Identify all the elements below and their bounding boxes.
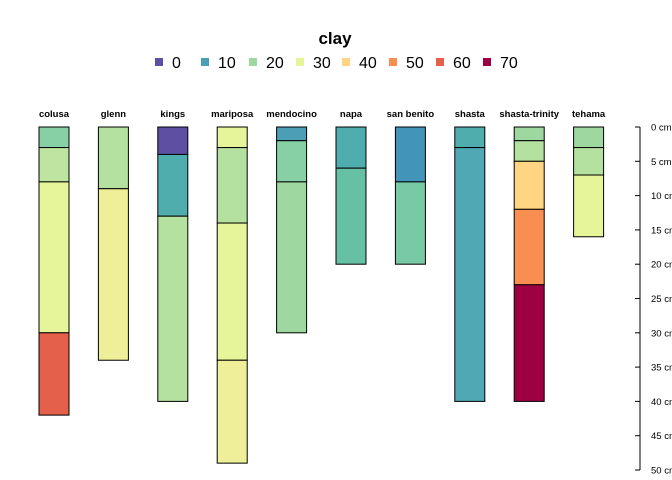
horizon — [157, 126, 189, 155]
horizon — [513, 284, 545, 402]
profile-shasta-trinity: shasta-trinity — [499, 109, 560, 402]
depth-tick-label: 10 cm — [651, 191, 672, 202]
depth-tick-label: 20 cm — [651, 260, 672, 271]
horizon — [573, 174, 605, 238]
legend-swatch — [342, 58, 350, 66]
horizon — [394, 181, 426, 265]
legend-swatch — [483, 58, 491, 66]
legend-swatch — [436, 58, 444, 66]
depth-tick-label: 15 cm — [651, 225, 672, 236]
depth-tick-label: 5 cm — [651, 157, 672, 168]
profile-san-benito: san benito — [387, 109, 435, 265]
legend-swatch — [201, 58, 209, 66]
legend-label: 0 — [172, 55, 181, 72]
horizon — [276, 126, 308, 142]
horizon — [513, 160, 545, 210]
horizon — [454, 126, 486, 149]
horizon — [38, 181, 70, 334]
legend-label: 20 — [266, 55, 284, 72]
legend: 0 10 20 30 40 50 60 70 — [155, 55, 518, 72]
horizon — [97, 188, 129, 361]
depth-axis: 0 cm 5 cm 10 cm 15 cm 20 cm 25 cm 30 cm 35 cm 40… — [635, 123, 672, 477]
profile-napa: napa — [335, 109, 367, 265]
depth-tick-label: 35 cm — [651, 363, 672, 374]
profile-colusa: colusa — [38, 109, 70, 416]
horizon — [513, 126, 545, 142]
horizon — [38, 332, 70, 416]
profile-label: shasta-trinity — [499, 109, 559, 120]
profile-label: kings — [160, 109, 185, 120]
depth-tick-label: 0 cm — [651, 123, 672, 134]
profile-label: shasta — [455, 109, 486, 120]
legend-swatch — [249, 58, 257, 66]
horizon — [38, 147, 70, 183]
horizon — [97, 126, 129, 190]
depth-tick-label: 25 cm — [651, 294, 672, 305]
profile-mariposa: mariposa — [211, 109, 254, 464]
profile-label: san benito — [387, 109, 435, 120]
legend-swatch — [296, 58, 304, 66]
horizon — [38, 126, 70, 149]
profile-label: mariposa — [211, 109, 254, 120]
horizon — [454, 147, 486, 402]
profile-label: colusa — [39, 109, 70, 120]
legend-label: 10 — [218, 55, 236, 72]
profile-kings: kings — [157, 109, 189, 402]
horizon — [216, 126, 248, 149]
profile-label: glenn — [101, 109, 127, 120]
horizon — [573, 126, 605, 149]
profile-label: tehama — [572, 109, 606, 120]
legend-swatch — [389, 58, 397, 66]
horizon — [394, 126, 426, 183]
horizon — [276, 181, 308, 334]
profile-shasta: shasta — [454, 109, 486, 402]
horizon — [216, 222, 248, 361]
profiles: colusa glenn kings mariposa mendocino napa san… — [38, 109, 606, 464]
legend-label: 50 — [406, 55, 424, 72]
depth-tick-label: 45 cm — [651, 431, 672, 442]
depth-tick-label: 40 cm — [651, 397, 672, 408]
horizon — [276, 140, 308, 183]
horizon — [335, 126, 367, 169]
horizon — [513, 140, 545, 162]
chart-title: clay — [318, 29, 352, 48]
profile-mendocino: mendocino — [266, 109, 317, 334]
depth-tick-label: 50 cm — [651, 466, 672, 477]
profile-glenn: glenn — [97, 109, 129, 361]
horizon — [573, 147, 605, 176]
horizon — [157, 153, 189, 217]
legend-label: 60 — [453, 55, 471, 72]
legend-label: 30 — [313, 55, 331, 72]
legend-swatch — [155, 58, 163, 66]
horizon — [216, 147, 248, 224]
legend-label: 40 — [359, 55, 377, 72]
horizon — [513, 208, 545, 286]
horizon — [335, 167, 367, 265]
profile-label: napa — [340, 109, 363, 120]
profile-tehama: tehama — [572, 109, 606, 238]
horizon — [157, 215, 189, 402]
profile-label: mendocino — [266, 109, 317, 120]
horizon — [216, 359, 248, 464]
legend-label: 70 — [500, 55, 518, 72]
depth-tick-label: 30 cm — [651, 328, 672, 339]
